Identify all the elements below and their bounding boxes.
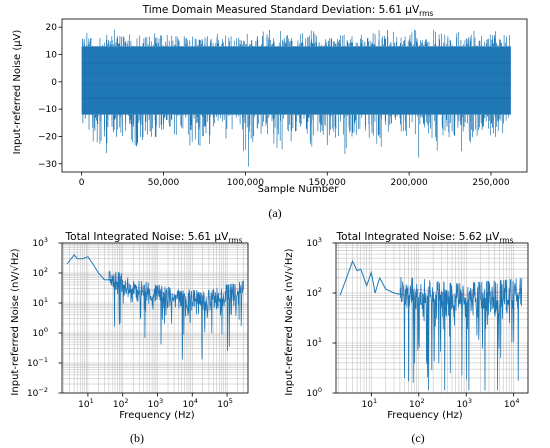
x-tick-label: 104 [182,397,198,410]
psd-low-freq-line [339,260,405,296]
x-tick-exponent: 5 [229,397,233,405]
y-tick-label: 103 [32,236,48,249]
chart-title-a: Time Domain Measured Standard Deviation:… [142,4,434,18]
chart-panel-a: Time Domain Measured Standard Deviation:… [12,4,528,220]
y-tick-exponent: 0 [44,326,48,334]
x-tick-label: 101 [362,397,378,410]
y-tick-label: 100 [306,386,322,399]
x-axis-label-a: Sample Number [258,184,340,195]
plot-frame-a [61,18,528,173]
x-tick-label: 102 [113,397,129,410]
y-tick-label-a: −30 [38,160,57,170]
y-tick-exponent: 3 [44,236,48,244]
chart-panel-b: Total Integrated Noise: 5.61 μVrms 101 10… [10,231,249,445]
plot-frame [61,242,249,394]
chart-title-b: Total Integrated Noise: 5.61 μVrms [65,231,243,245]
chart-panel-c: Total Integrated Noise: 5.62 μVrms 101 10… [284,231,529,445]
x-tick-exponent: 1 [90,397,94,405]
y-axis-label-b: Input-referred Noise (nV/√Hz) [10,248,21,395]
x-tick-label: 103 [456,397,472,410]
chart-title-c: Total Integrated Noise: 5.62 μVrms [336,231,514,245]
x-tick-exponent: 4 [515,397,519,405]
x-tick-exponent: 1 [373,397,377,405]
panel-label-c: (c) [411,431,424,445]
y-tick-label: 10−2 [27,386,48,399]
x-tick-label-a: 250,000 [472,178,509,188]
y-tick-label-a: −10 [38,105,57,115]
psd-noise-trace [399,276,523,391]
y-tick-label-a: 0 [51,78,57,88]
y-tick-label: 103 [306,236,322,249]
noise-streaks-a [81,62,511,99]
panel-label-b: (b) [130,431,144,445]
x-tick-exponent: 3 [159,397,163,405]
y-axis-label-a: Input-referred Noise (μV) [12,30,23,155]
psd-noise-trace [108,270,244,360]
y-tick-label: 100 [32,326,48,339]
x-tick-label-a: 50,000 [148,178,180,188]
x-tick-exponent: 2 [420,397,424,405]
y-tick-exponent: −1 [38,356,48,364]
x-tick-label-a: 200,000 [391,178,428,188]
y-tick-label-a: 20 [46,23,58,33]
y-tick-label: 101 [32,296,48,309]
y-tick-exponent: 1 [318,336,322,344]
x-tick-label-a: 0 [79,178,85,188]
y-tick-label: 10−1 [27,356,48,369]
y-tick-label-a: −20 [38,132,57,142]
y-axis-label-c: Input-referred Noise (nV/√Hz) [284,248,295,395]
y-tick-label: 102 [32,266,48,279]
x-tick-label: 101 [78,397,94,410]
noise-spikes-a [82,29,510,167]
y-tick-exponent: 2 [318,286,322,294]
x-tick-label: 103 [148,397,164,410]
y-tick-exponent: 1 [44,296,48,304]
psd-low-freq-line [66,254,113,281]
y-tick-exponent: 3 [318,236,322,244]
psd-crest-line [399,287,522,296]
y-tick-exponent: −2 [38,386,48,394]
x-tick-label: 105 [217,397,233,410]
x-tick-label-a: 100,000 [227,178,264,188]
x-tick-label-a: 150,000 [309,178,346,188]
x-axis-label-c: Frequency (Hz) [387,410,463,421]
y-tick-label: 101 [306,336,322,349]
noise-band-a [81,46,511,115]
x-tick-label: 102 [409,397,425,410]
x-axis-label-b: Frequency (Hz) [119,410,195,421]
panel-label-a: (a) [268,206,281,220]
x-tick-exponent: 3 [468,397,472,405]
x-tick-label: 104 [504,397,520,410]
psd-crest-line [108,275,243,298]
y-tick-label-a: 10 [46,51,58,61]
y-tick-exponent: 0 [318,386,322,394]
grid-lines [62,242,249,394]
plot-frame [335,242,529,394]
x-tick-exponent: 4 [194,397,198,405]
plot-area-a: 0 50,000 100,000 150,000 200,000 250,000 −30 −2… [38,18,528,188]
x-tick-exponent: 2 [124,397,128,405]
y-tick-label: 102 [306,286,322,299]
y-tick-exponent: 2 [44,266,48,274]
